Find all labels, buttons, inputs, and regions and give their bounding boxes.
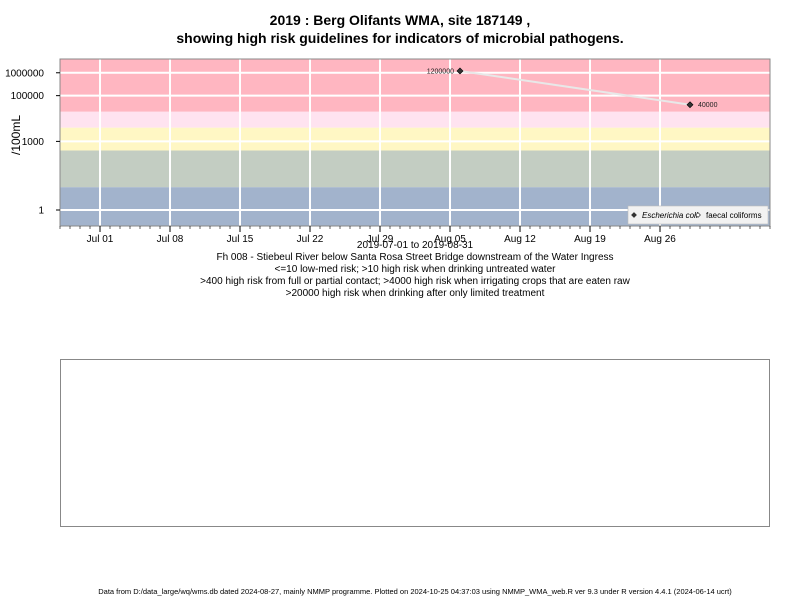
footer-note: Data from D:/data_large/wq/wms.db dated … bbox=[98, 587, 732, 596]
caption-line: >400 high risk from full or partial cont… bbox=[200, 276, 630, 287]
caption-line: <=10 low-med risk; >10 high risk when dr… bbox=[274, 264, 556, 275]
y-tick-label: 1000 bbox=[22, 137, 45, 148]
y-tick-label: 1000000 bbox=[5, 68, 44, 79]
legend-marker-faecal bbox=[695, 212, 701, 218]
y-tick-label: 100000 bbox=[11, 91, 45, 102]
x-tick-label: Aug 05 bbox=[434, 234, 466, 245]
risk-band bbox=[60, 127, 770, 151]
grid-lines bbox=[60, 59, 770, 226]
x-tick-label: Jul 01 bbox=[87, 234, 114, 245]
series-line bbox=[459, 69, 691, 106]
axes: 1 1000 100000 1000000 Jul 01 Jul 08 Jul 15 Jul … bbox=[5, 58, 771, 245]
x-tick-label: Jul 15 bbox=[227, 234, 254, 245]
y-tick-label: 1 bbox=[38, 206, 44, 217]
x-tick-label: Aug 19 bbox=[574, 234, 606, 245]
x-tick-label: Jul 22 bbox=[297, 234, 324, 245]
x-tick-label: Aug 12 bbox=[504, 234, 536, 245]
x-tick-label: Aug 26 bbox=[644, 234, 676, 245]
risk-bands bbox=[60, 59, 770, 226]
data-point bbox=[686, 101, 694, 109]
chart-title: 2019 : Berg Olifants WMA, site 187149 , bbox=[269, 12, 531, 28]
x-tick-label: Jul 29 bbox=[367, 234, 394, 245]
risk-band bbox=[60, 111, 770, 128]
empty-secondary-panel bbox=[60, 359, 770, 527]
legend-label: Escherichia coli bbox=[642, 211, 698, 220]
x-tick-label: Jul 08 bbox=[157, 234, 184, 245]
legend-marker-ecoli bbox=[631, 212, 637, 218]
plot-frame bbox=[59, 58, 771, 227]
legend-label: faecal coliforms bbox=[706, 211, 762, 220]
data-label: 1200000 bbox=[427, 68, 454, 75]
series-layer: 1200000 40000 bbox=[427, 67, 718, 109]
chart-subtitle: showing high risk guidelines for indicat… bbox=[176, 30, 624, 46]
caption-line: >20000 high risk when drinking after onl… bbox=[285, 288, 545, 299]
data-label: 40000 bbox=[698, 102, 718, 109]
legend: Escherichia coli faecal coliforms bbox=[627, 205, 769, 225]
data-point bbox=[456, 67, 464, 75]
risk-band bbox=[60, 150, 770, 188]
caption-line: Fh 008 - Stiebeul River below Santa Rosa… bbox=[216, 252, 614, 263]
caption-line: 2019-07-01 to 2019-08-31 bbox=[356, 240, 474, 251]
risk-band bbox=[60, 59, 770, 112]
